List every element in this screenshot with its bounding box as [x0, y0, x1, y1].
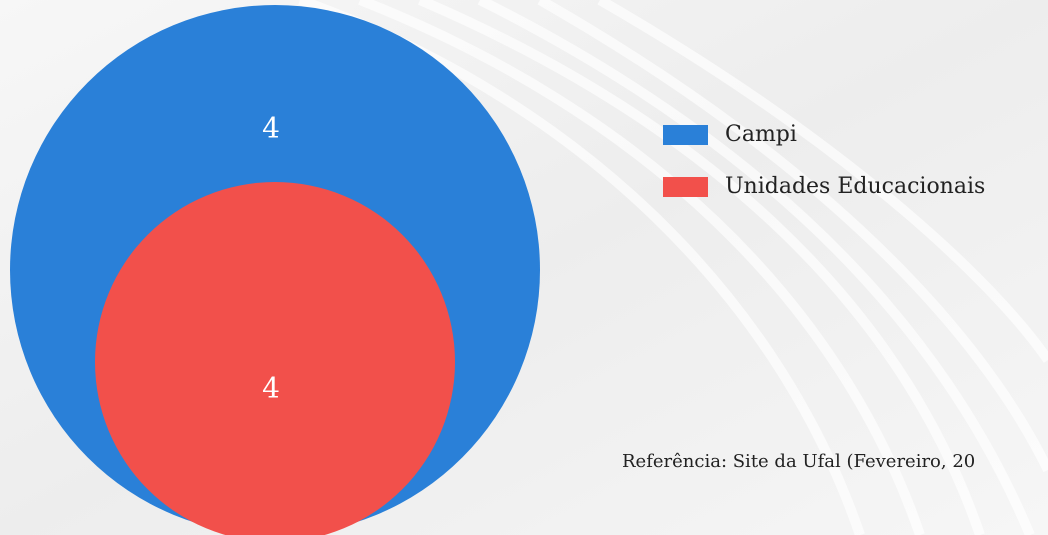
background-swirl [298, 0, 1048, 535]
legend-label: Unidades Educacionais [725, 174, 985, 199]
legend-swatch [663, 177, 708, 197]
legend-swatch [663, 125, 708, 145]
circle [95, 182, 455, 535]
data-label: 4 [262, 372, 280, 405]
legend-label: Campi [725, 122, 797, 147]
source-note: Referência: Site da Ufal (Fevereiro, 20 [622, 451, 975, 472]
data-label: 4 [262, 112, 280, 145]
